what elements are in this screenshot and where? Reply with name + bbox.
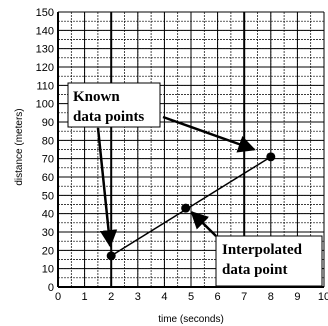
y-tick-label: 50 <box>42 190 54 202</box>
annotations: Known data points Interpolated data point <box>67 82 323 287</box>
data-point <box>266 152 276 162</box>
arrow-interpolated <box>190 210 217 237</box>
y-tick-label: 0 <box>48 282 54 294</box>
x-tick-label: 4 <box>161 291 167 303</box>
x-axis-label: time (seconds) <box>158 314 224 325</box>
annotation-box: Interpolated data point <box>215 235 323 287</box>
y-axis-label: distance (meters) <box>14 108 25 185</box>
data-point <box>106 251 116 261</box>
x-tick-label: 1 <box>82 291 88 303</box>
x-tick-label: 5 <box>188 291 194 303</box>
annotation-text: data point <box>222 262 287 278</box>
data-point <box>181 203 191 213</box>
y-tick-label: 60 <box>42 172 54 184</box>
x-tick-label: 9 <box>294 291 300 303</box>
y-tick-label: 90 <box>42 117 54 129</box>
x-tick-label: 7 <box>241 291 247 303</box>
x-tick-label: 10 <box>318 291 328 303</box>
arrow-known-2 <box>162 115 256 153</box>
y-tick-label: 140 <box>36 25 54 37</box>
y-tick-label: 150 <box>36 7 54 19</box>
annotation-frame <box>67 82 161 128</box>
x-tick-label: 8 <box>268 291 274 303</box>
annotation-box: Known data points <box>67 82 161 128</box>
x-tick-label: 3 <box>135 291 141 303</box>
annotation-frame <box>215 235 323 287</box>
y-tick-label: 100 <box>36 99 54 111</box>
y-tick-label: 110 <box>36 80 54 92</box>
y-tick-label: 130 <box>36 44 54 56</box>
y-tick-label: 10 <box>42 264 54 276</box>
data-points <box>106 152 276 261</box>
annotation-arrows <box>96 115 256 248</box>
annotation-text: data points <box>73 109 144 125</box>
arrow-known-1 <box>96 127 118 248</box>
x-tick-label: 0 <box>55 291 61 303</box>
x-tick-label: 2 <box>108 291 114 303</box>
y-tick-label: 20 <box>42 245 54 257</box>
tick-labels: 0 10 20 30 40 50 60 70 80 90 100 110 120 130 140 150 0 1 2… <box>36 7 328 303</box>
fit-line-segment <box>110 156 272 257</box>
fit-line <box>110 156 272 257</box>
x-tick-label: 6 <box>215 291 221 303</box>
axes <box>57 12 324 288</box>
y-tick-label: 80 <box>42 135 54 147</box>
y-tick-label: 70 <box>42 154 54 166</box>
y-tick-label: 40 <box>42 209 54 221</box>
y-tick-label: 30 <box>42 227 54 239</box>
y-tick-label: 120 <box>36 62 54 74</box>
annotation-text: Interpolated <box>222 242 303 258</box>
annotation-text: Known <box>73 89 120 105</box>
